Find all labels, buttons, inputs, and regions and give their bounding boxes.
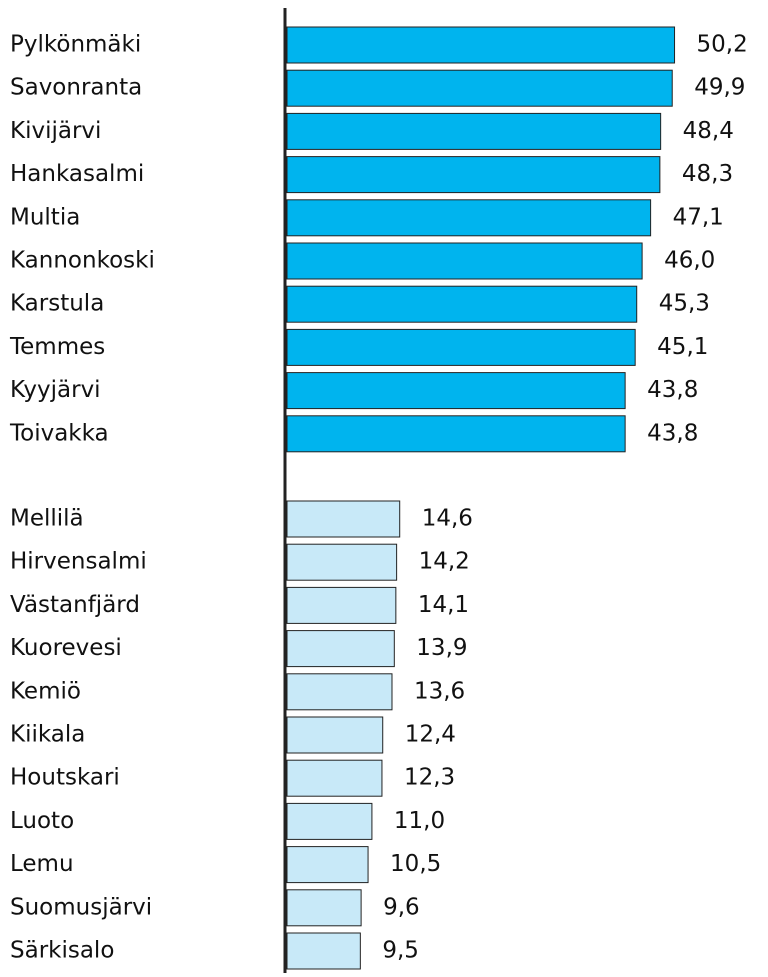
category-label: Multia — [10, 204, 80, 230]
category-label: Lemu — [10, 851, 74, 877]
category-label: Karstula — [10, 291, 104, 317]
category-label: Temmes — [9, 334, 105, 360]
category-label: Kannonkoski — [10, 248, 155, 274]
value-label: 14,1 — [418, 592, 469, 618]
bar — [286, 242, 643, 280]
bar — [286, 69, 673, 107]
category-label: Hirvensalmi — [10, 549, 147, 575]
bar — [286, 199, 652, 237]
bar — [286, 759, 383, 797]
category-label: Pylkönmäki — [10, 32, 141, 58]
bar — [286, 932, 361, 970]
value-label: 43,8 — [647, 420, 698, 446]
value-label: 9,5 — [382, 938, 419, 964]
bar — [286, 112, 662, 150]
bar — [286, 543, 398, 581]
category-label: Savonranta — [10, 75, 142, 101]
value-label: 48,4 — [683, 118, 734, 144]
value-label: 12,3 — [404, 765, 455, 791]
bar — [286, 673, 393, 711]
category-label: Luoto — [10, 808, 74, 834]
value-label: 46,0 — [664, 248, 715, 274]
value-label: 48,3 — [682, 161, 733, 187]
category-label: Kyyjärvi — [10, 377, 101, 403]
bar — [286, 889, 362, 927]
bar — [286, 630, 395, 668]
bar — [286, 328, 636, 366]
bar — [286, 716, 384, 754]
category-label: Västanfjärd — [10, 592, 140, 618]
bar — [286, 586, 397, 624]
bar — [286, 372, 626, 410]
bar — [286, 846, 369, 884]
bar — [286, 156, 661, 194]
value-label: 14,6 — [422, 506, 473, 532]
category-label: Särkisalo — [10, 938, 114, 964]
category-label: Houtskari — [10, 765, 120, 791]
value-label: 45,1 — [657, 334, 708, 360]
category-label: Kivijärvi — [10, 118, 101, 144]
value-label: 11,0 — [394, 808, 445, 834]
value-label: 49,9 — [694, 75, 745, 101]
bar — [286, 415, 626, 453]
category-label: Kuorevesi — [10, 635, 122, 661]
category-label: Kiikala — [10, 722, 85, 748]
value-label: 47,1 — [673, 204, 724, 230]
category-label: Suomusjärvi — [10, 894, 152, 920]
value-label: 13,6 — [414, 678, 465, 704]
category-label: Toivakka — [9, 420, 109, 446]
value-label: 50,2 — [697, 32, 748, 58]
value-label: 45,3 — [659, 291, 710, 317]
bar — [286, 802, 373, 840]
value-label: 12,4 — [405, 722, 456, 748]
bar — [286, 285, 638, 323]
value-label: 9,6 — [383, 894, 420, 920]
value-label: 13,9 — [416, 635, 467, 661]
category-label: Hankasalmi — [10, 161, 144, 187]
value-label: 43,8 — [647, 377, 698, 403]
bar — [286, 500, 401, 538]
value-label: 14,2 — [419, 549, 470, 575]
value-label: 10,5 — [390, 851, 441, 877]
category-label: Kemiö — [10, 678, 81, 704]
bar — [286, 26, 676, 64]
category-label: Mellilä — [10, 506, 84, 532]
